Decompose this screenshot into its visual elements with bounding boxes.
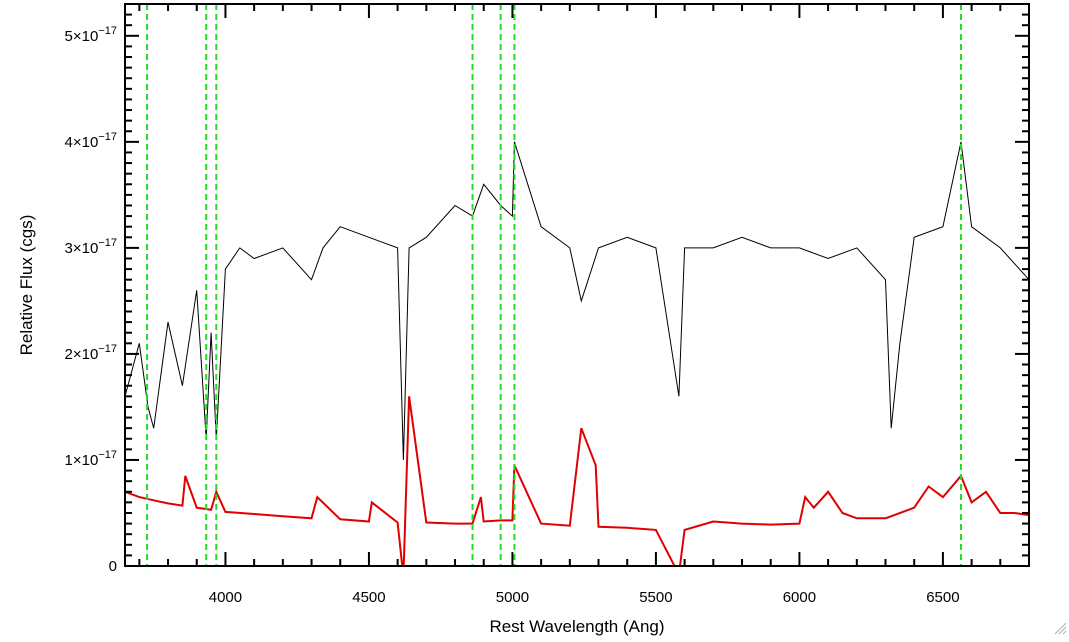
x-axis-title: Rest Wavelength (Ang) — [489, 617, 664, 636]
series-line-0 — [125, 141, 1029, 461]
y-axis-title: Relative Flux (cgs) — [17, 215, 36, 356]
x-tick-label: 5000 — [496, 589, 529, 606]
y-tick-mantissa: 4×10 — [65, 134, 99, 151]
y-tick-label: 5×10−17 — [65, 25, 117, 45]
x-tick-label: 4000 — [209, 589, 242, 606]
y-tick-label: 2×10−17 — [65, 343, 117, 363]
y-tick-mantissa: 0 — [109, 558, 117, 575]
y-tick-label: 1×10−17 — [65, 449, 117, 469]
y-tick-mantissa: 1×10 — [65, 452, 99, 469]
y-tick-mantissa: 3×10 — [65, 240, 99, 257]
y-tick-exponent: −17 — [98, 131, 117, 143]
y-tick-label: 0 — [109, 558, 117, 575]
y-tick-label: 4×10−17 — [65, 131, 117, 151]
plot-frame — [124, 3, 1030, 567]
series-line-1 — [125, 396, 1029, 566]
x-tick-label: 6000 — [783, 589, 816, 606]
y-tick-exponent: −17 — [98, 25, 117, 37]
x-tick-label: 4500 — [352, 589, 385, 606]
resize-grip-icon[interactable] — [1053, 621, 1067, 635]
y-tick-label: 3×10−17 — [65, 237, 117, 257]
y-tick-mantissa: 2×10 — [65, 346, 99, 363]
x-tick-label: 6500 — [926, 589, 959, 606]
y-tick-exponent: −17 — [98, 343, 117, 355]
x-tick-label: 5500 — [639, 589, 672, 606]
y-tick-mantissa: 5×10 — [65, 28, 99, 45]
y-tick-exponent: −17 — [98, 449, 117, 461]
y-tick-exponent: −17 — [98, 237, 117, 249]
